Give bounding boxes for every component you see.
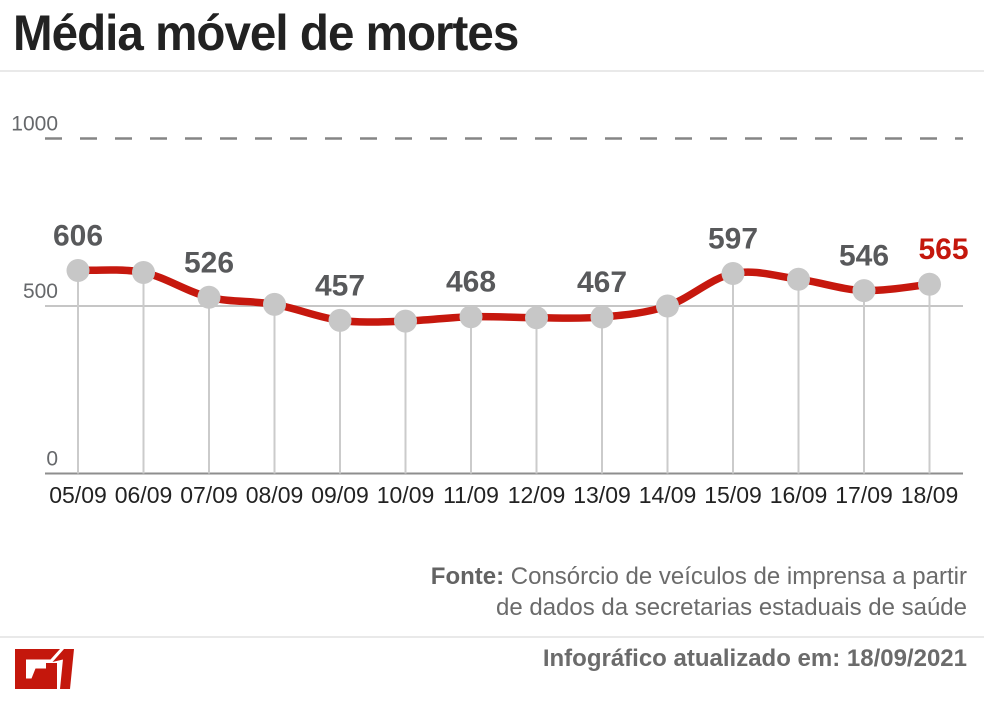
value-label: 546 (839, 240, 889, 273)
y-axis-tick-label: 500 (23, 280, 58, 303)
value-label: 468 (446, 266, 496, 299)
data-point-marker (263, 292, 286, 316)
data-point-marker (66, 258, 90, 282)
value-label: 457 (315, 269, 365, 302)
footer-divider (0, 636, 984, 638)
x-axis-tick-label: 16/09 (770, 482, 828, 508)
x-axis-tick-label: 05/09 (49, 482, 107, 508)
x-axis-tick-label: 08/09 (246, 482, 304, 508)
data-point-marker (459, 305, 483, 329)
x-axis-tick-label: 10/09 (377, 482, 435, 508)
data-point-marker (787, 267, 810, 291)
y-axis-tick-label: 0 (46, 448, 58, 471)
title-divider (0, 70, 984, 72)
data-point-marker (525, 306, 548, 330)
x-axis-tick-label: 06/09 (115, 482, 173, 508)
x-axis-tick-label: 13/09 (573, 482, 631, 508)
source-line-1: Fonte: Consórcio de veículos de imprensa… (431, 561, 967, 592)
x-axis-tick-label: 09/09 (311, 482, 369, 508)
x-axis-tick-label: 17/09 (835, 482, 893, 508)
x-axis-tick-label: 18/09 (901, 482, 959, 508)
data-point-marker (656, 294, 679, 318)
source-text-2: de dados da secretarias estaduais de saú… (496, 594, 967, 621)
source-label: Fonte: (430, 563, 505, 590)
x-axis-tick-label: 12/09 (508, 482, 566, 508)
source-note: Fonte: Consórcio de veículos de imprensa… (431, 561, 967, 623)
x-axis-tick-label: 14/09 (639, 482, 697, 508)
data-point-marker (590, 305, 614, 329)
value-label: 606 (53, 219, 103, 252)
x-axis-tick-label: 11/09 (443, 482, 499, 508)
data-point-marker (918, 272, 941, 296)
value-label: 526 (184, 246, 234, 279)
x-axis-tick-label: 15/09 (704, 482, 762, 508)
moving-average-line-chart: 1000 500 0 606 526 457 468 467 597 546 565 05/09 06/… (11, 113, 968, 509)
data-point-marker (197, 285, 221, 309)
page-title: Média móvel de mortes (13, 5, 519, 61)
value-label: 565 (918, 233, 968, 266)
data-point-marker (328, 308, 352, 332)
updated-timestamp: Infográfico atualizado em: 18/09/2021 (542, 645, 967, 672)
x-axis-tick-label: 07/09 (180, 482, 238, 508)
data-point-marker (721, 262, 745, 286)
y-axis-tick-label: 1000 (11, 113, 58, 136)
source-text-1: Consórcio de veículos de imprensa a part… (510, 563, 967, 590)
value-label: 467 (577, 266, 627, 299)
source-line-2: de dados da secretarias estaduais de saú… (431, 592, 967, 623)
data-point-marker (394, 309, 417, 333)
data-point-marker (132, 261, 155, 284)
value-label: 597 (708, 223, 758, 256)
g1-logo-icon (15, 649, 74, 689)
data-point-marker (852, 279, 876, 303)
